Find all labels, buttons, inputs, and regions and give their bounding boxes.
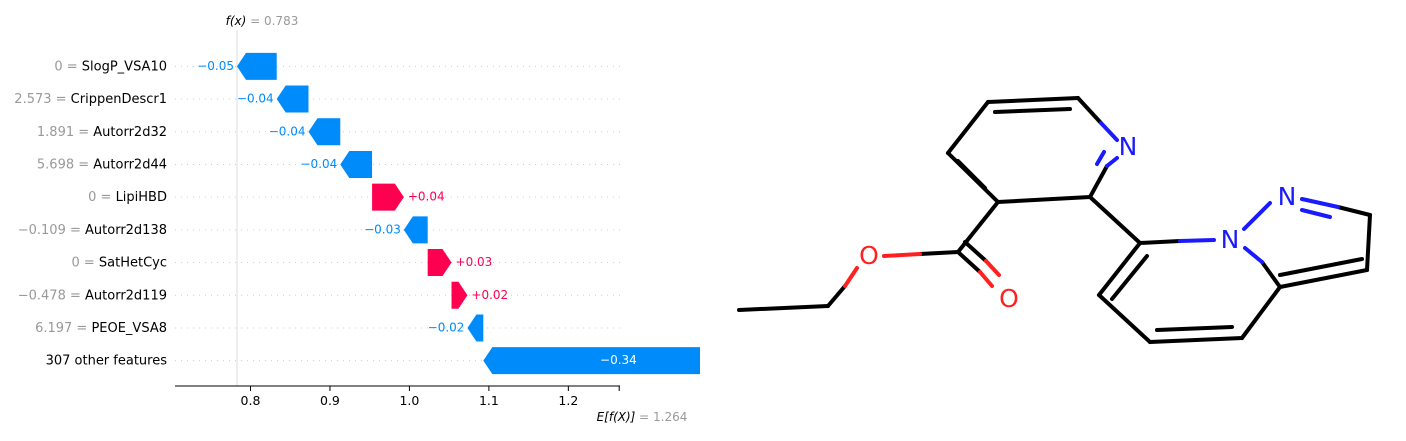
feature-name: 307 other features bbox=[46, 353, 168, 368]
contribution-label: −0.05 bbox=[197, 59, 234, 73]
feature-name: CrippenDescr1 bbox=[71, 92, 167, 107]
feature-label: 0 = SatHetCyc bbox=[71, 255, 167, 270]
contribution-bars: −0.05 −0.04 −0.04 −0.04 +0.04 −0.03 +0.03 +0.02… bbox=[197, 52, 700, 375]
ester-oxygen-bonds bbox=[843, 252, 1001, 288]
x-axis-ticks: 0.8 0.9 1.0 1.1 1.2 bbox=[241, 386, 620, 408]
atom-label-o2: O bbox=[999, 284, 1019, 313]
feature-value: 1.891 = bbox=[37, 124, 93, 139]
contribution-bar bbox=[372, 183, 404, 211]
contribution-label: −0.02 bbox=[428, 320, 465, 334]
feature-label: 0 = LipiHBD bbox=[88, 190, 167, 205]
feature-label: −0.478 = Autorr2d119 bbox=[18, 288, 167, 303]
pyridine-ring-nitrogen-bonds bbox=[1095, 121, 1119, 168]
feature-value: −0.109 = bbox=[18, 222, 85, 237]
feature-value: 5.698 = bbox=[37, 157, 93, 172]
atom-label-n3: N bbox=[1221, 225, 1240, 254]
feature-value: −0.478 = bbox=[18, 288, 85, 303]
contribution-label: −0.34 bbox=[600, 353, 637, 367]
contribution-label: −0.04 bbox=[301, 157, 338, 171]
feature-name: Autorr2d44 bbox=[93, 157, 167, 172]
contribution-bar bbox=[236, 52, 277, 80]
ex-equals: = bbox=[635, 410, 653, 424]
feature-value: 2.573 = bbox=[14, 92, 70, 107]
feature-name: Autorr2d119 bbox=[85, 288, 167, 303]
contribution-bar bbox=[467, 314, 484, 342]
atom-label-o1: O bbox=[859, 241, 879, 270]
waterfall-chart: −0.05 −0.04 −0.04 −0.04 +0.04 −0.03 +0.03 +0.02… bbox=[14, 14, 700, 424]
contribution-label: −0.04 bbox=[269, 124, 306, 138]
contribution-bar bbox=[403, 216, 428, 244]
fx-label: f(x) bbox=[226, 14, 247, 28]
x-tick-label: 1.0 bbox=[399, 393, 419, 408]
feature-label: 1.891 = Autorr2d32 bbox=[37, 124, 167, 139]
feature-label: 5.698 = Autorr2d44 bbox=[37, 157, 167, 172]
atom-labels: N N N O O bbox=[859, 132, 1296, 313]
feature-label: −0.109 = Autorr2d138 bbox=[18, 222, 167, 237]
contribution-label: +0.04 bbox=[408, 190, 445, 204]
ester-group bbox=[737, 200, 1000, 312]
feature-value: 0 = bbox=[88, 190, 115, 205]
fx-equals: = bbox=[246, 14, 264, 28]
x-tick-label: 1.2 bbox=[558, 393, 578, 408]
contribution-label: −0.03 bbox=[364, 222, 401, 236]
contribution-bar bbox=[340, 150, 373, 178]
feature-label: 0 = SlogP_VSA10 bbox=[54, 59, 167, 74]
contribution-label: −0.04 bbox=[237, 92, 274, 106]
contribution-bar bbox=[451, 281, 468, 309]
ex-value: 1.264 bbox=[653, 410, 687, 424]
x-axis: 0.8 0.9 1.0 1.1 1.2 bbox=[175, 385, 620, 408]
feature-label: 307 other features bbox=[46, 353, 168, 368]
contribution-bar bbox=[308, 118, 341, 146]
feature-name: LipiHBD bbox=[116, 190, 167, 205]
fx-value: 0.783 bbox=[264, 14, 298, 28]
contribution-label: +0.03 bbox=[456, 255, 493, 269]
feature-name: Autorr2d32 bbox=[93, 124, 167, 139]
feature-name: SatHetCyc bbox=[99, 255, 167, 270]
fx-annotation: f(x) = 0.783 bbox=[226, 14, 299, 28]
feature-name: PEOE_VSA8 bbox=[91, 320, 167, 335]
molecule-structure: N N N O O bbox=[737, 96, 1372, 344]
contribution-label: +0.02 bbox=[471, 288, 508, 302]
feature-label: 2.573 = CrippenDescr1 bbox=[14, 92, 167, 107]
expected-value-annotation: E[f(X)] = 1.264 bbox=[597, 410, 688, 424]
feature-name: SlogP_VSA10 bbox=[82, 59, 167, 74]
x-tick-label: 1.1 bbox=[479, 393, 499, 408]
x-tick-label: 0.8 bbox=[241, 393, 261, 408]
feature-label: 6.197 = PEOE_VSA8 bbox=[35, 320, 167, 335]
pyrazole-nitrogen-bonds bbox=[1178, 197, 1340, 264]
feature-labels: 0 = SlogP_VSA10 2.573 = CrippenDescr1 1.89… bbox=[14, 59, 167, 368]
atom-label-n1: N bbox=[1119, 132, 1138, 161]
feature-name: Autorr2d138 bbox=[85, 222, 167, 237]
ex-label: E[f(X)] bbox=[597, 410, 636, 424]
feature-value: 0 = bbox=[71, 255, 98, 270]
pyridine-ring bbox=[946, 96, 1109, 204]
feature-value: 0 = bbox=[54, 59, 81, 74]
atom-label-n2: N bbox=[1278, 182, 1297, 211]
contribution-bar bbox=[427, 249, 452, 277]
contribution-bar bbox=[483, 347, 700, 375]
pyrazolopyridine-ring bbox=[1088, 195, 1372, 344]
row-gridlines bbox=[175, 65, 620, 362]
contribution-bar bbox=[276, 85, 309, 113]
x-tick-label: 0.9 bbox=[320, 393, 340, 408]
feature-value: 6.197 = bbox=[35, 320, 91, 335]
